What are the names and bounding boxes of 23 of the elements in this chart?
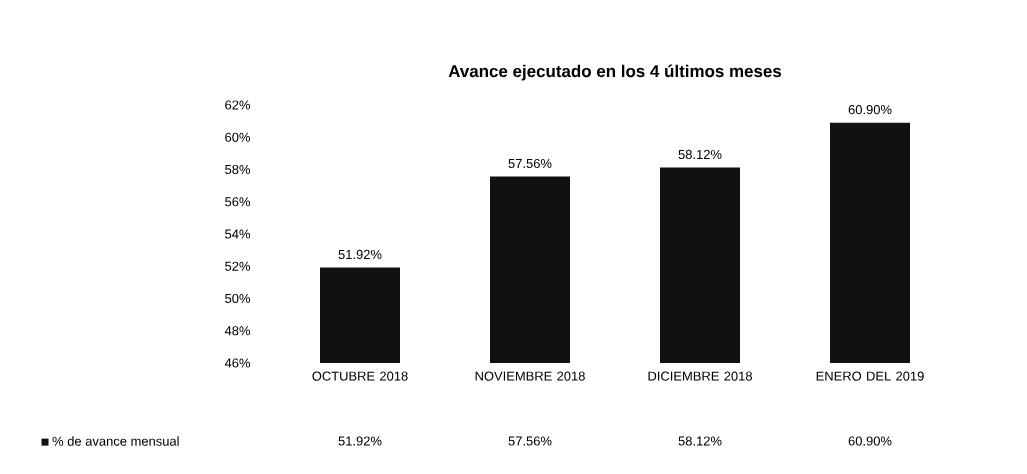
data-label: 57.56% (508, 436, 552, 446)
text: 60.90% (848, 105, 892, 115)
legend-label: % de avance mensual (52, 436, 179, 446)
y-tick-label: 56% (225, 197, 251, 207)
x-tick-label: OCTUBRE 2018 (312, 371, 408, 381)
y-tick-label: 54% (225, 229, 251, 239)
x-tick-label: DICIEMBRE 2018 (648, 371, 752, 381)
y-tick-label: 48% (224, 326, 251, 336)
x-tick-label: ENERO DEL 2019 (816, 371, 924, 381)
y-tick-label: 60% (225, 132, 251, 142)
y-tick-label: 62% (225, 100, 251, 110)
text: 58.12% (678, 149, 722, 160)
data-label: 60.90% (848, 436, 892, 446)
y-tick-label: 46% (224, 358, 251, 368)
y-tick-label: 52% (225, 261, 251, 271)
chart-title: Avance ejecutado en los 4 últimos meses (448, 64, 782, 81)
data-label: 58.12% (678, 436, 722, 446)
y-tick-label: 50% (225, 293, 251, 304)
text: 57.56% (508, 158, 552, 169)
text: 51.92% (338, 249, 382, 260)
data-label: 51.92% (338, 436, 382, 446)
y-tick-label: 58% (225, 164, 251, 175)
x-tick-label: NOVIEMBRE 2018 (475, 371, 585, 381)
